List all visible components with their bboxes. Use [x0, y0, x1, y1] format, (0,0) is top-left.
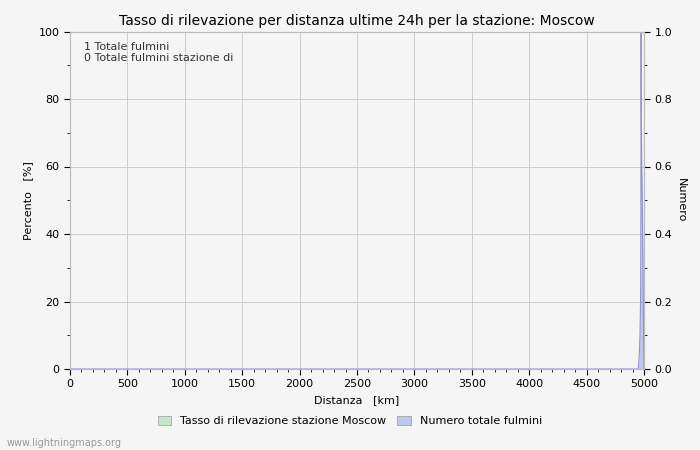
Title: Tasso di rilevazione per distanza ultime 24h per la stazione: Moscow: Tasso di rilevazione per distanza ultime… — [119, 14, 595, 27]
Legend: Tasso di rilevazione stazione Moscow, Numero totale fulmini: Tasso di rilevazione stazione Moscow, Nu… — [153, 412, 547, 431]
X-axis label: Distanza   [km]: Distanza [km] — [314, 395, 400, 405]
Text: 1 Totale fulmini
0 Totale fulmini stazione di: 1 Totale fulmini 0 Totale fulmini stazio… — [84, 42, 234, 63]
Y-axis label: Numero: Numero — [676, 178, 686, 222]
Y-axis label: Percento   [%]: Percento [%] — [23, 161, 33, 240]
Text: www.lightningmaps.org: www.lightningmaps.org — [7, 438, 122, 448]
